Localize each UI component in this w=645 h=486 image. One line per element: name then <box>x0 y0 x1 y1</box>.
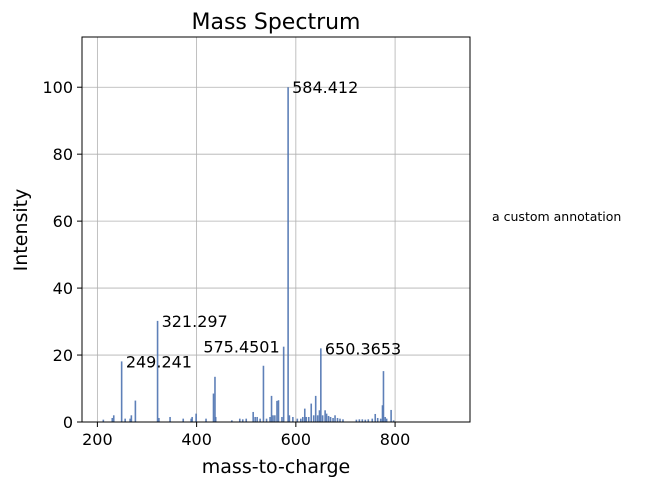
y-tick-label: 60 <box>53 212 73 231</box>
peak-label: 575.4501 <box>203 338 279 357</box>
y-tick-label: 80 <box>53 145 73 164</box>
x-tick-label: 600 <box>281 430 312 449</box>
y-tick-label: 100 <box>42 78 73 97</box>
peak-labels: 249.241 321.297 584.412 575.4501 650.3653 <box>126 78 401 371</box>
x-tick-label: 400 <box>181 430 212 449</box>
peak-label: 650.3653 <box>325 339 401 358</box>
axis-ticks: 200 400 600 800 0 20 40 60 80 100 <box>42 78 410 449</box>
y-tick-label: 20 <box>53 346 73 365</box>
chart-title: Mass Spectrum <box>192 10 361 35</box>
peak-label: 249.241 <box>126 352 192 371</box>
x-tick-label: 200 <box>82 430 113 449</box>
y-tick-label: 0 <box>63 413 73 432</box>
plot-frame <box>81 36 471 423</box>
peak-label: 584.412 <box>292 78 358 97</box>
peak-label: 321.297 <box>162 312 228 331</box>
custom-annotation: a custom annotation <box>492 209 621 224</box>
x-axis-label: mass-to-charge <box>202 456 350 478</box>
y-axis-label: Intensity <box>10 189 32 272</box>
x-tick-label: 800 <box>380 430 411 449</box>
peaks <box>102 87 395 422</box>
y-tick-label: 40 <box>53 279 73 298</box>
